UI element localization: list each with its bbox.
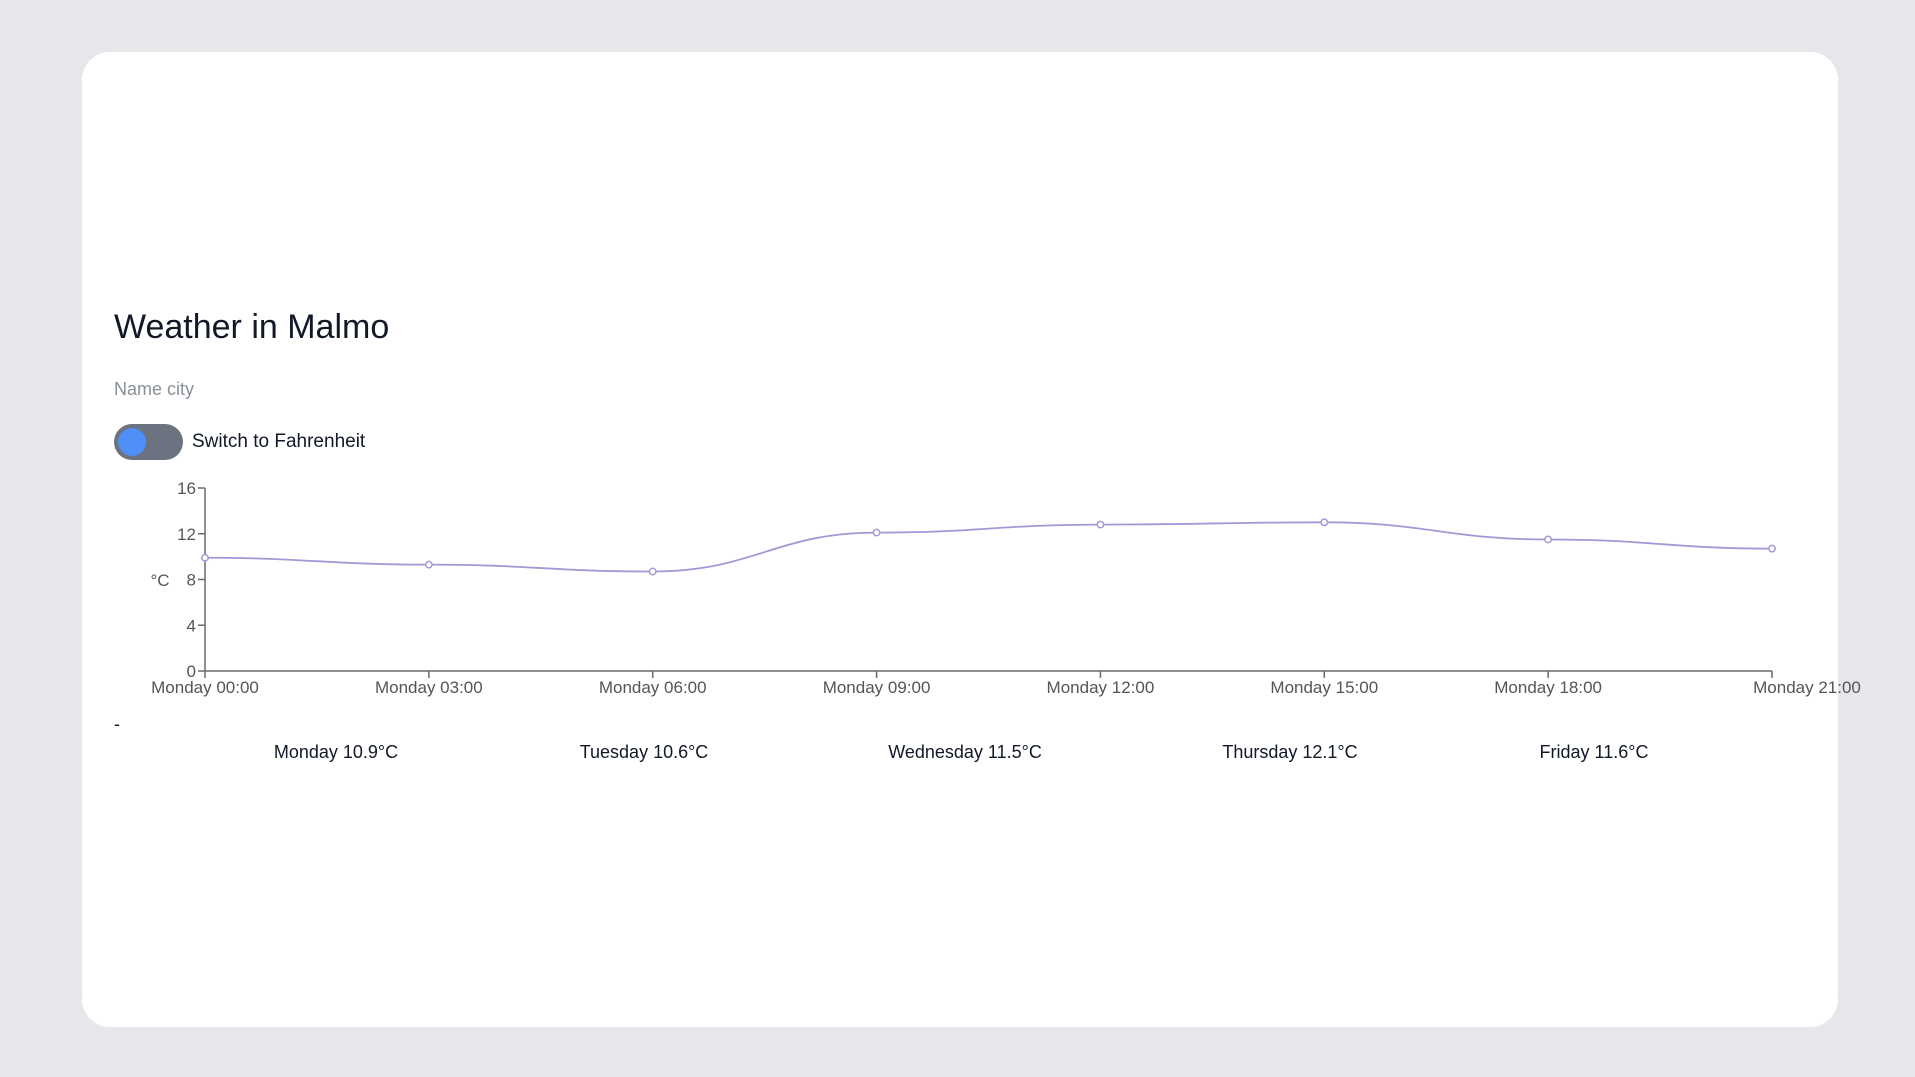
page-title: Weather in Malmo bbox=[114, 308, 390, 346]
fahrenheit-toggle[interactable]: Switch to Fahrenheit bbox=[114, 424, 365, 460]
toggle-knob bbox=[118, 428, 146, 456]
forecast-day: Thursday 12.1°C bbox=[1222, 742, 1358, 762]
toggle-label: Switch to Fahrenheit bbox=[192, 431, 366, 452]
toggle-switch[interactable] bbox=[114, 424, 183, 460]
forecast-day: Friday 11.6°C bbox=[1539, 742, 1649, 762]
forecast-day: Wednesday 11.5°C bbox=[888, 742, 1042, 762]
forecast-day: Tuesday 10.6°C bbox=[579, 742, 709, 762]
forecast-day: Monday 10.9°C bbox=[273, 742, 399, 762]
city-search-input[interactable] bbox=[114, 376, 374, 402]
separator-dash: - bbox=[114, 714, 120, 734]
weather-card bbox=[82, 52, 1838, 1027]
